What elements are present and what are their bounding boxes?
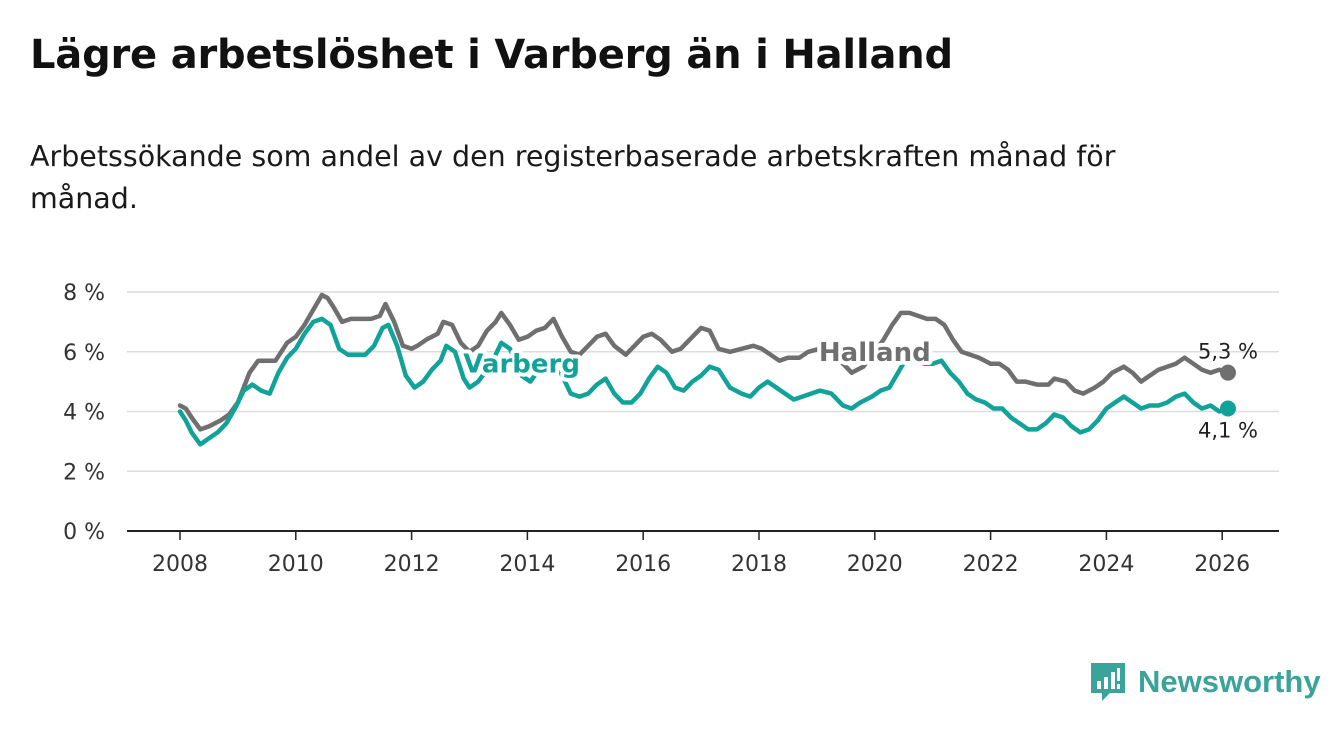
series-lines — [177, 292, 1231, 447]
y-tick-label: 6 % — [63, 341, 105, 366]
x-tick-label: 2012 — [384, 552, 440, 577]
x-tick-label: 2026 — [1194, 552, 1250, 577]
grid-lines — [127, 291, 1279, 532]
series-name-label-halland: Halland — [819, 338, 931, 368]
chart-subtitle: Arbetssökande som andel av den registerb… — [30, 140, 1116, 215]
series-labels: 5,3 % 4,1 % Halland Varberg — [459, 334, 1258, 443]
newsworthy-logo: Newsworthy — [1088, 660, 1321, 704]
series-end-markers — [1219, 364, 1236, 417]
x-tick-label: 2008 — [152, 552, 208, 577]
y-tick-label: 8 % — [63, 281, 105, 306]
bar-chart-logo-icon — [1091, 663, 1125, 701]
y-tick-label: 2 % — [63, 460, 105, 485]
x-tick-label: 2010 — [268, 552, 324, 577]
x-tick-label: 2020 — [847, 552, 903, 577]
chart-title: Lägre arbetslöshet i Varberg än i Hallan… — [30, 32, 953, 78]
series-line-halland — [177, 292, 1231, 432]
series-line-varberg — [177, 316, 1231, 447]
end-value-label-halland: 5,3 % — [1198, 340, 1258, 364]
brand-name: Newsworthy — [1138, 664, 1321, 699]
y-tick-label: 4 % — [63, 401, 105, 426]
x-tick-label: 2018 — [731, 552, 787, 577]
x-tick-label: 2022 — [963, 552, 1019, 577]
x-tick-label: 2016 — [615, 552, 671, 577]
series-name-label-varberg: Varberg — [463, 350, 580, 380]
end-value-label-varberg: 4,1 % — [1198, 419, 1258, 443]
x-axis-ticks: 2008 2010 2012 2014 2016 2018 2020 2022 2024 2026 — [152, 531, 1250, 577]
x-tick-label: 2024 — [1078, 552, 1134, 577]
y-axis-ticks: 0 % 2 % 4 % 6 % 8 % — [63, 281, 105, 545]
end-marker-halland — [1219, 364, 1236, 381]
x-tick-label: 2014 — [499, 552, 555, 577]
end-marker-varberg — [1219, 400, 1236, 417]
line-chart: 0 % 2 % 4 % 6 % 8 % 2008 2010 2012 2014 2016 2018… — [63, 281, 1279, 577]
y-tick-label: 0 % — [63, 520, 105, 545]
